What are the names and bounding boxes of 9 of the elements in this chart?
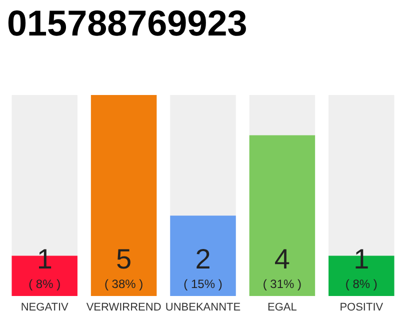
chart-title: 015788769923: [7, 2, 248, 44]
x-tick-label: UNBEKANNTE: [165, 302, 241, 314]
x-tick-label: NEGATIV: [20, 302, 69, 314]
x-tick-label: VERWIRREND: [86, 302, 162, 314]
data-label: 4 ( 31% ): [262, 244, 302, 291]
data-label: 5 ( 38% ): [104, 244, 144, 291]
x-tick-label: EGAL: [268, 302, 297, 314]
x-tick-label: POSITIV: [340, 302, 384, 314]
data-label: 2 ( 15% ): [184, 244, 222, 291]
